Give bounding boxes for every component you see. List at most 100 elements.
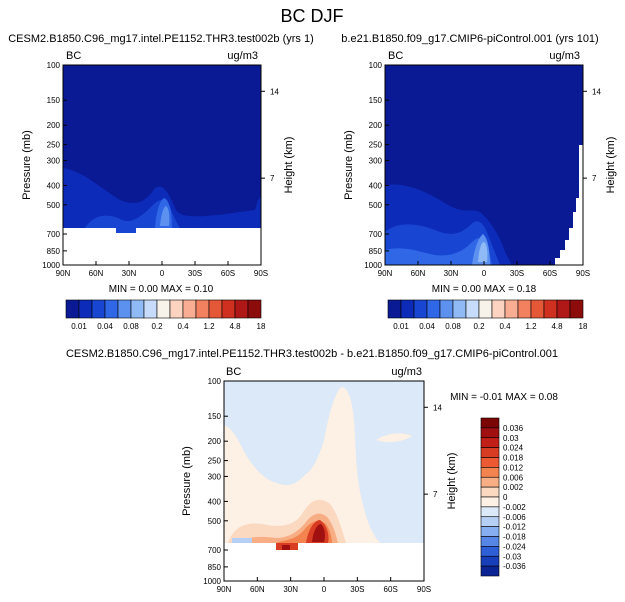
- diff-colorbar-label: -0.036: [503, 562, 526, 571]
- panel-3-x-tick-label: 0: [322, 585, 327, 594]
- panel-1-y-tick-label: 850: [47, 247, 61, 256]
- diff-colorbar-label: -0.002: [503, 503, 526, 512]
- panel-1-y-tick-label: 400: [47, 181, 61, 190]
- diff-colorbar-label: -0.006: [503, 513, 526, 522]
- panel-2-x-tick-label: 60N: [411, 269, 426, 278]
- panel-2-x-tick-label: 90N: [378, 269, 393, 278]
- panel-3-height-tick-label: 7: [433, 490, 438, 499]
- colorbar-1-swatch: [91, 299, 106, 319]
- diff-colorbar-swatch: [480, 467, 500, 478]
- colorbar-1-swatch: [143, 299, 158, 319]
- panel-2-plot-area: [384, 64, 584, 266]
- colorbar-2-swatch: [530, 299, 545, 319]
- panel-1-y-tick-label: 500: [47, 201, 61, 210]
- panel-2-x-tick-label: 60S: [543, 269, 557, 278]
- colorbar-1-swatch: [221, 299, 236, 319]
- panel-2-y-tick-label: 300: [369, 156, 383, 165]
- diff-colorbar-swatch: [480, 427, 500, 439]
- panel-3-x-tick-label: 60N: [250, 585, 265, 594]
- panel-1-left-label: BC: [66, 50, 81, 62]
- panel-2-min-max: MIN = 0.00 MAX = 0.18: [432, 284, 537, 295]
- panel-2-y-axis-label: Pressure (mb): [343, 130, 355, 200]
- colorbar-1-swatch: [117, 299, 132, 319]
- panel-3-y-axis-label: Pressure (mb): [181, 446, 193, 516]
- colorbar-1-swatch: [156, 299, 171, 319]
- diff-colorbar-swatch: [480, 506, 500, 518]
- panel-3-height-tick-label: 14: [433, 403, 442, 412]
- panel-1-y-axis-label: Pressure (mb): [21, 130, 33, 200]
- diff-colorbar-swatch: [480, 476, 500, 488]
- panel-1-height-axis-label: Height (km): [283, 137, 295, 194]
- panel-2-x-tick-label: 0: [482, 269, 487, 278]
- colorbar-1-label: 0.4: [177, 322, 189, 331]
- colorbar-2-swatch: [413, 299, 428, 319]
- panel-3-x-tick-label: 60S: [384, 585, 398, 594]
- panel-1-height-tick-label: 7: [270, 174, 275, 183]
- colorbar-1-swatch: [247, 299, 262, 319]
- panel-1-y-tick-label: 100: [47, 61, 61, 70]
- panel-3-y-tick-label: 700: [208, 546, 222, 555]
- colorbar-1-label: 18: [257, 322, 266, 331]
- diff-colorbar-label: 0.012: [503, 463, 524, 472]
- diff-colorbar-label: 0.006: [503, 473, 524, 482]
- panel-2-units-label: ug/m3: [549, 50, 580, 62]
- panel-3-x-tick-label: 90N: [217, 585, 232, 594]
- panel-3-y-tick-label: 250: [208, 457, 222, 466]
- colorbar-1-swatch: [169, 299, 184, 319]
- panel-1-y-tick-label: 150: [47, 96, 61, 105]
- panel-2-y-tick-label: 250: [369, 141, 383, 150]
- diff-colorbar-label: 0.03: [503, 434, 519, 443]
- panel-1-height-tick-label: 14: [270, 87, 279, 96]
- colorbar-2-swatch: [426, 299, 441, 319]
- panel-1-x-tick-label: 0: [160, 269, 165, 278]
- panel-1-x-tick-label: 90N: [56, 269, 71, 278]
- panel-1-x-tick-label: 30S: [188, 269, 202, 278]
- diff-colorbar-swatch: [480, 457, 500, 468]
- panel-3-left-label: BC: [226, 366, 241, 378]
- panel-3-min-max: MIN = -0.01 MAX = 0.08: [450, 392, 558, 403]
- panel-2-title: b.e21.B1850.f09_g17.CMIP6-piControl.001 …: [341, 33, 598, 45]
- diff-colorbar-label: 0.024: [503, 444, 524, 453]
- panel-1: CESM2.B1850.C96_mg17.intel.PE1152.THR3.t…: [8, 33, 314, 295]
- colorbar-1-swatch: [65, 299, 80, 319]
- panel-3-y-tick-label: 850: [208, 563, 222, 572]
- panel-1-min-max: MIN = 0.00 MAX = 0.10: [109, 284, 214, 295]
- figure-title: BC DJF: [281, 6, 344, 26]
- panel-2-y-tick-label: 1000: [364, 261, 382, 270]
- colorbar-2-swatch: [517, 299, 532, 319]
- panel-3-y-tick-label: 400: [208, 497, 222, 506]
- diff-colorbar-swatch: [480, 536, 500, 547]
- panel-3-x-tick-label: 30N: [283, 585, 298, 594]
- diff-colorbar-swatch: [480, 486, 500, 498]
- panel-1-y-tick-label: 250: [47, 141, 61, 150]
- colorbar-2-label: 0.04: [419, 322, 435, 331]
- colorbar-2-swatch: [569, 299, 584, 319]
- diff-colorbar-label: 0.036: [503, 424, 524, 433]
- diff-colorbar-swatch: [480, 516, 500, 527]
- diff-colorbar-label: 0.002: [503, 483, 524, 492]
- colorbar-2-swatch: [504, 299, 519, 319]
- panel-2-y-tick-label: 850: [369, 247, 383, 256]
- colorbar-1-swatch: [234, 299, 249, 319]
- diff-colorbar-swatch: [480, 565, 500, 577]
- diff-colorbar-swatch: [480, 496, 500, 508]
- panel-2-y-tick-label: 200: [369, 121, 383, 130]
- panel-3-y-tick-label: 200: [208, 437, 222, 446]
- diff-colorbar-swatch: [480, 437, 500, 448]
- colorbar-2-label: 1.2: [525, 322, 537, 331]
- colorbar-2-swatch: [400, 299, 415, 319]
- diff-colorbar-label: 0.018: [503, 454, 524, 463]
- panel-2-y-tick-label: 400: [369, 181, 383, 190]
- panel-2-left-label: BC: [388, 50, 403, 62]
- panel-1-x-tick-label: 60S: [221, 269, 235, 278]
- colorbar-1-swatch: [195, 299, 210, 319]
- diff-colorbar-swatch: [480, 417, 500, 429]
- diff-colorbar-label: -0.024: [503, 542, 526, 551]
- panel-3-y-tick-label: 500: [208, 517, 222, 526]
- diff-colorbar-label: -0.012: [503, 523, 526, 532]
- colorbar-2-label: 0.2: [473, 322, 485, 331]
- panel-3: CESM2.B1850.C96_mg17.intel.PE1152.THR3.t…: [66, 348, 558, 582]
- diff-colorbar-swatch: [480, 546, 500, 557]
- panel-2: b.e21.B1850.f09_g17.CMIP6-piControl.001 …: [341, 33, 617, 295]
